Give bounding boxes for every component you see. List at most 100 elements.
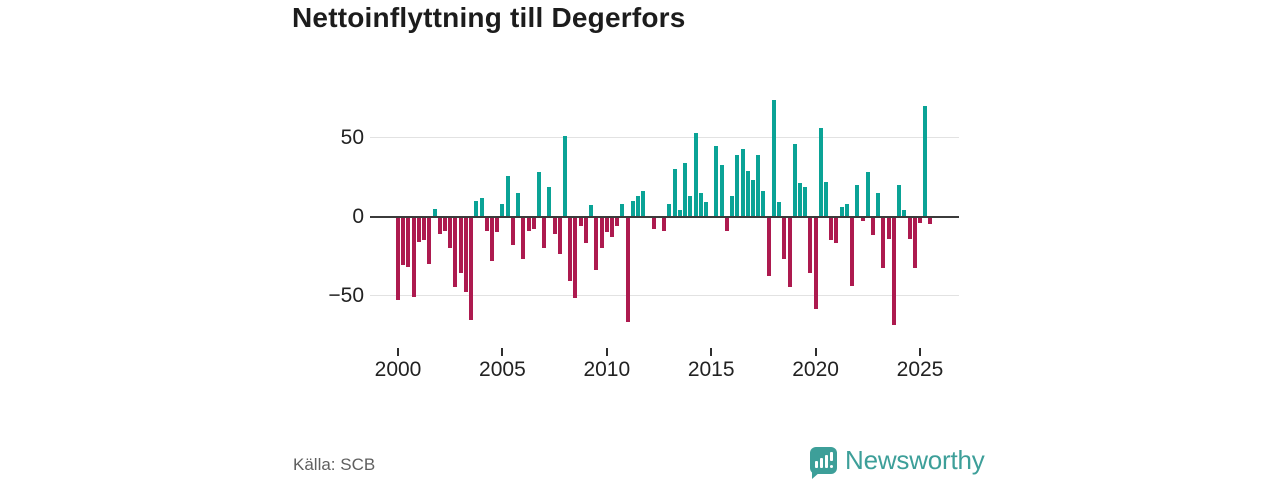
bar-2024Q3	[907, 216, 912, 239]
bar-2021Q4	[850, 216, 855, 286]
logo-bar-glyph	[825, 455, 828, 468]
bar-2013Q1	[667, 203, 672, 217]
bar-2018Q3	[782, 216, 787, 260]
bar-2007Q2	[547, 186, 552, 217]
y-axis: 50 0 −50	[316, 0, 364, 480]
plot-area: 2000 2005 2010 2015 2020 2025	[370, 95, 959, 381]
bar-2006Q4	[536, 172, 541, 217]
x-tick-mark	[919, 348, 921, 356]
bar-2008Q4	[578, 216, 583, 226]
x-tick-label: 2000	[374, 358, 422, 381]
x-tick-label: 2020	[792, 358, 839, 381]
bar-2018Q2	[777, 202, 782, 217]
bar-2007Q4	[557, 216, 562, 255]
bar-2019Q3	[803, 186, 808, 217]
bar-2011Q4	[641, 191, 646, 217]
bar-2000Q1	[396, 216, 400, 300]
bar-2015Q2	[714, 145, 719, 217]
bar-2000Q2	[401, 216, 406, 266]
bar-2020Q4	[829, 216, 834, 241]
bar-2010Q4	[620, 203, 625, 217]
bar-2019Q1	[792, 144, 797, 217]
bar-2014Q1	[688, 196, 693, 217]
bar-2008Q3	[573, 216, 578, 299]
bar-2022Q1	[855, 185, 860, 217]
newsworthy-wordmark: Newsworthy	[845, 445, 985, 475]
bar-2022Q3	[865, 172, 870, 217]
bar-2001Q3	[427, 216, 432, 264]
bar-2004Q4	[495, 216, 500, 233]
bar-2020Q3	[824, 181, 829, 217]
bar-2001Q4	[432, 208, 437, 217]
bar-2009Q1	[583, 216, 588, 244]
logo-exclamation-dot-glyph	[830, 465, 833, 468]
newsworthy-logo: Newsworthy	[810, 445, 985, 479]
bar-2003Q3	[469, 216, 474, 321]
bar-2018Q4	[787, 216, 792, 288]
bar-2001Q1	[416, 216, 421, 242]
bar-2024Q1	[897, 185, 902, 217]
bar-2002Q2	[442, 216, 447, 231]
y-tick-label: −50	[328, 283, 364, 307]
bar-2022Q2	[860, 216, 865, 222]
bar-2016Q4	[745, 170, 750, 217]
gridline	[370, 294, 959, 296]
bar-2006Q2	[526, 216, 531, 231]
bar-2004Q1	[479, 197, 484, 217]
bar-2016Q2	[735, 155, 740, 217]
bar-2011Q3	[636, 196, 641, 217]
y-tick-label: 50	[340, 126, 364, 150]
bar-2016Q3	[740, 148, 745, 217]
x-tick-label: 2005	[479, 358, 526, 381]
bar-2002Q1	[437, 216, 442, 234]
bar-2023Q1	[876, 192, 881, 217]
bar-2015Q3	[719, 164, 724, 217]
bar-2013Q3	[677, 210, 682, 217]
bar-2009Q4	[599, 216, 604, 248]
bar-2023Q4	[891, 216, 896, 326]
bar-2003Q4	[474, 200, 479, 217]
x-tick-mark	[710, 348, 713, 356]
bar-2024Q2	[902, 210, 907, 217]
x-tick-mark	[814, 348, 817, 356]
bar-2014Q3	[698, 192, 703, 217]
bar-2000Q3	[406, 216, 411, 267]
bar-2025Q3	[928, 216, 933, 225]
bar-2012Q4	[662, 216, 667, 231]
bar-2004Q2	[484, 216, 489, 231]
bar-2015Q4	[724, 216, 729, 231]
bar-2020Q2	[818, 128, 823, 217]
bar-2003Q2	[463, 216, 468, 293]
bar-2017Q3	[761, 191, 766, 217]
bar-2019Q2	[797, 183, 802, 217]
bar-2008Q1	[563, 136, 568, 217]
logo-bar-glyph	[815, 461, 818, 468]
bar-2017Q4	[766, 216, 771, 277]
bar-2005Q3	[510, 216, 515, 245]
bar-2005Q4	[516, 192, 521, 217]
bar-2021Q2	[839, 207, 844, 217]
bar-2005Q1	[500, 203, 505, 217]
bar-2012Q2	[651, 216, 656, 230]
bar-2004Q3	[489, 216, 494, 261]
y-tick-label: 0	[352, 205, 364, 228]
zero-axis-line	[370, 215, 959, 218]
bar-2021Q3	[844, 203, 849, 217]
bar-2010Q1	[604, 216, 609, 233]
bar-2013Q4	[683, 162, 688, 217]
bar-2003Q1	[458, 216, 463, 274]
x-tick-label: 2010	[583, 358, 631, 381]
bar-2000Q4	[411, 216, 416, 297]
bar-2013Q2	[672, 169, 677, 217]
bar-2009Q2	[589, 205, 594, 217]
bar-2008Q2	[568, 216, 573, 282]
bar-2017Q2	[756, 155, 761, 217]
bar-2014Q2	[693, 133, 698, 217]
logo-bar-glyph	[820, 458, 823, 468]
x-tick-label: 2015	[687, 358, 735, 381]
source-caption: Källa: SCB	[293, 455, 376, 474]
bar-2006Q1	[521, 216, 526, 260]
bar-2023Q3	[886, 216, 891, 239]
bar-2006Q3	[531, 216, 536, 230]
